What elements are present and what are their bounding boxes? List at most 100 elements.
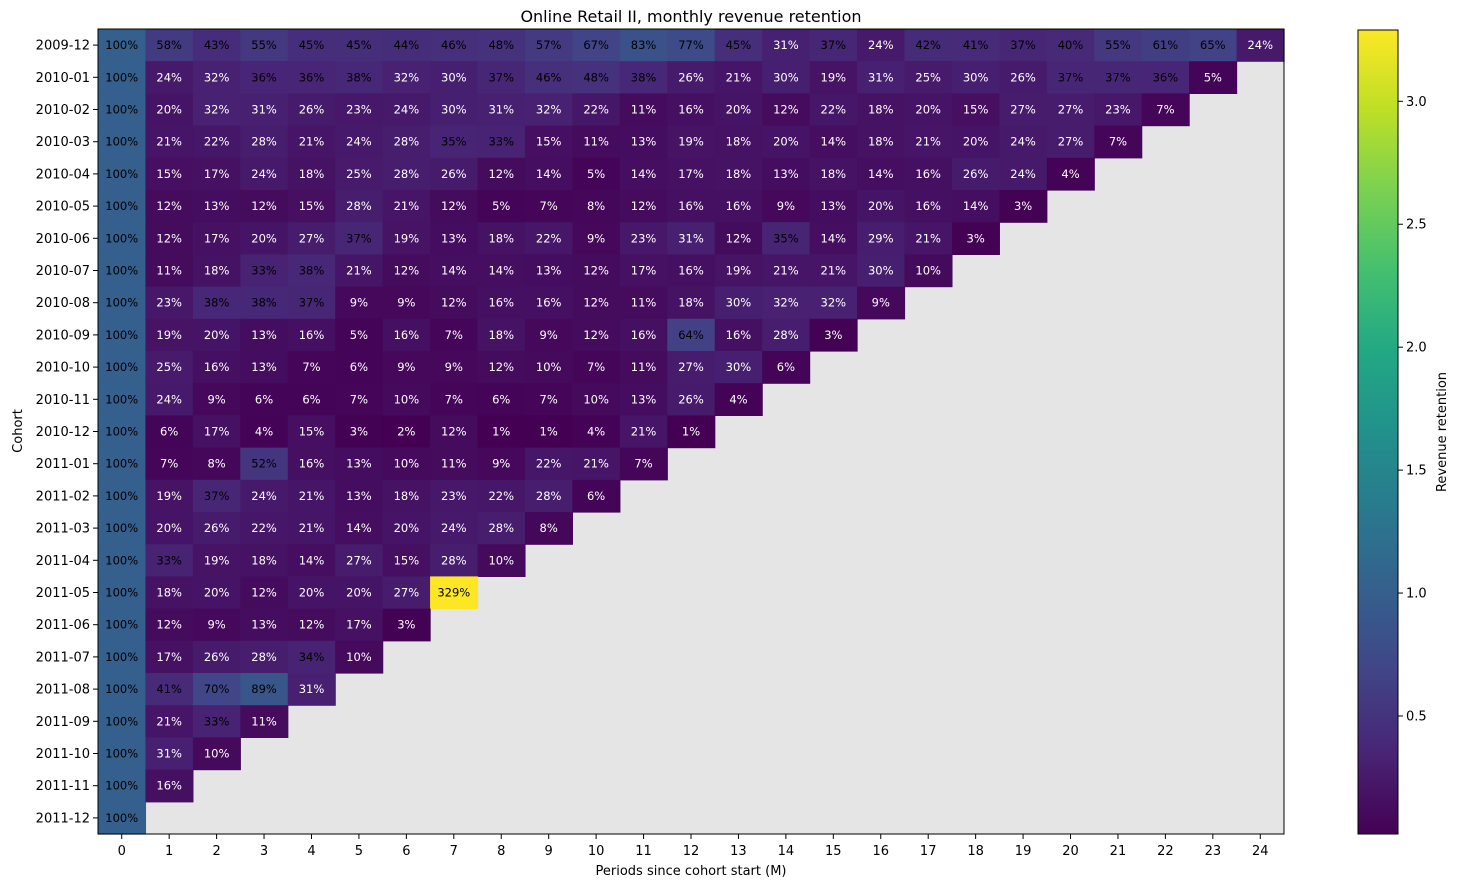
heatmap-cell <box>192 286 241 320</box>
heatmap-cell-label: 100% <box>105 360 138 374</box>
heatmap-cell <box>714 61 763 94</box>
heatmap-cell <box>287 286 336 320</box>
heatmap-cell-label: 10% <box>394 457 420 471</box>
heatmap-cell <box>335 222 384 255</box>
heatmap-cell-label: 4% <box>729 392 747 406</box>
heatmap-cell <box>145 93 194 127</box>
heatmap-cell-label: 20% <box>394 521 420 535</box>
heatmap-cell <box>145 222 194 255</box>
heatmap-cell <box>714 93 763 127</box>
heatmap-cell-label: 21% <box>821 264 847 278</box>
heatmap-cell-label: 21% <box>156 714 182 728</box>
heatmap-cell <box>382 576 431 610</box>
heatmap-cell-label: 30% <box>963 70 989 84</box>
heatmap-cell <box>192 254 241 288</box>
heatmap-cell <box>145 351 194 384</box>
heatmap-cell <box>809 29 858 62</box>
x-tick-label: 9 <box>545 844 553 859</box>
heatmap-cell-label: 7% <box>587 360 605 374</box>
heatmap-cell-label: 7% <box>160 457 178 471</box>
heatmap-cell <box>335 351 384 384</box>
heatmap-cell-label: 100% <box>105 489 138 503</box>
heatmap-cell <box>240 318 289 352</box>
x-tick-label: 19 <box>1015 844 1032 859</box>
heatmap-cell-label: 27% <box>394 586 420 600</box>
heatmap-cell <box>904 254 953 288</box>
heatmap-cell-label: 16% <box>536 296 562 310</box>
heatmap-cell <box>287 383 336 416</box>
heatmap-cell <box>382 190 431 223</box>
heatmap-cell <box>98 125 147 159</box>
heatmap-cell <box>98 190 147 223</box>
heatmap-cell-label: 24% <box>1010 167 1036 181</box>
x-tick-label: 13 <box>730 844 747 859</box>
heatmap-cell <box>951 93 1000 127</box>
heatmap-cell <box>477 318 526 352</box>
heatmap-cell-label: 37% <box>1010 38 1036 52</box>
heatmap-cell <box>524 415 573 449</box>
heatmap-cell <box>430 447 479 481</box>
heatmap-cell-label: 12% <box>488 167 514 181</box>
heatmap-cell <box>98 286 147 320</box>
heatmap-cell <box>857 222 906 255</box>
heatmap-cell-label: 5% <box>492 199 510 213</box>
heatmap-cell <box>477 125 526 159</box>
heatmap-cell-label: 14% <box>821 135 847 149</box>
heatmap-cell <box>762 222 811 255</box>
heatmap-cell-label: 27% <box>299 231 325 245</box>
heatmap-cell-label: 18% <box>251 553 277 567</box>
heatmap-cell <box>430 29 479 62</box>
heatmap-cell <box>145 29 194 62</box>
heatmap-cell <box>477 190 526 223</box>
heatmap-cell-label: 8% <box>540 521 558 535</box>
heatmap-cell <box>240 125 289 159</box>
y-tick-label: 2011-10 <box>36 747 90 762</box>
heatmap-cell <box>714 222 763 255</box>
heatmap-cell-label: 14% <box>299 553 325 567</box>
heatmap-cell-label: 45% <box>726 38 752 52</box>
heatmap-cell-label: 11% <box>441 457 467 471</box>
heatmap-cell-label: 38% <box>299 264 325 278</box>
heatmap-cell-label: 11% <box>251 714 277 728</box>
heatmap-cell-label: 31% <box>773 38 799 52</box>
heatmap-cell-label: 21% <box>915 135 941 149</box>
heatmap-cell-label: 12% <box>299 618 325 632</box>
heatmap-cell <box>477 157 526 191</box>
heatmap-cell <box>1141 93 1190 127</box>
heatmap-cell-label: 21% <box>583 457 609 471</box>
heatmap-cell-label: 23% <box>156 296 182 310</box>
heatmap-cell-label: 17% <box>678 167 704 181</box>
heatmap-cell-label: 26% <box>963 167 989 181</box>
heatmap-cell-label: 37% <box>1105 70 1131 84</box>
heatmap-cell-label: 6% <box>255 392 273 406</box>
heatmap-cell-label: 31% <box>299 682 325 696</box>
heatmap-cell-label: 45% <box>346 38 372 52</box>
heatmap-cell <box>192 415 241 449</box>
heatmap-cell <box>240 576 289 610</box>
x-tick-label: 23 <box>1205 844 1222 859</box>
heatmap-cell-label: 31% <box>156 747 182 761</box>
heatmap-cell-label: 48% <box>488 38 514 52</box>
heatmap-cell-label: 18% <box>821 167 847 181</box>
heatmap-cell <box>287 157 336 191</box>
x-tick-label: 2 <box>212 844 220 859</box>
heatmap-cell-label: 27% <box>346 553 372 567</box>
heatmap-cell <box>98 415 147 449</box>
heatmap-cell <box>572 479 621 513</box>
heatmap-cell-label: 12% <box>394 264 420 278</box>
heatmap-cell <box>667 222 716 255</box>
x-tick-label: 7 <box>450 844 458 859</box>
heatmap-cell-label: 41% <box>963 38 989 52</box>
heatmap-cell <box>667 415 716 449</box>
heatmap-cell <box>524 190 573 223</box>
heatmap-cell-label: 16% <box>678 199 704 213</box>
heatmap-cell <box>192 447 241 481</box>
heatmap-cell <box>619 415 668 449</box>
heatmap-cell <box>335 93 384 127</box>
heatmap-cell <box>382 61 431 94</box>
heatmap-cell-label: 16% <box>488 296 514 310</box>
heatmap-cell <box>192 640 241 674</box>
heatmap-cell <box>287 640 336 674</box>
heatmap-cell-label: 46% <box>536 70 562 84</box>
heatmap-cell-label: 31% <box>488 103 514 117</box>
